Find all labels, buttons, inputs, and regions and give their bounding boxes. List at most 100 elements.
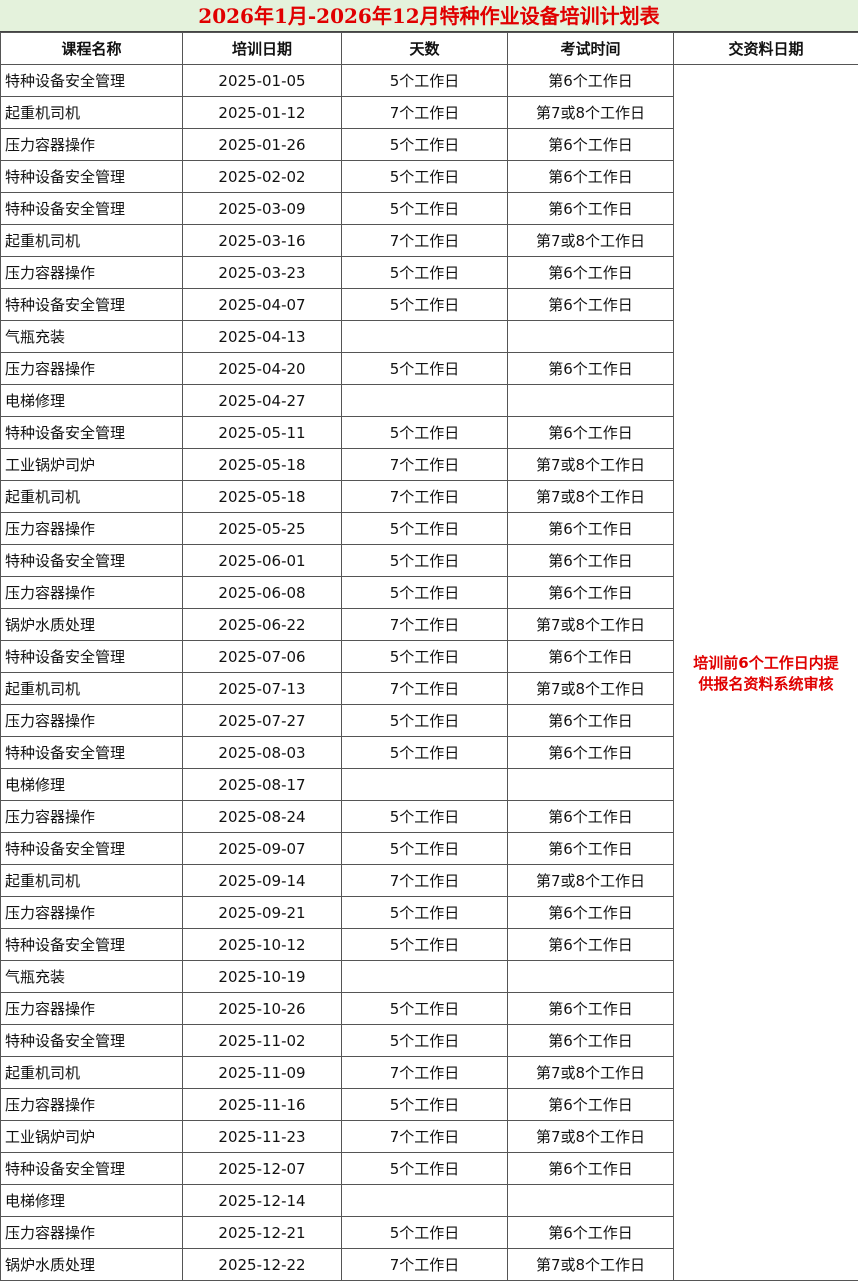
table-cell: 压力容器操作 — [0, 512, 183, 545]
header-row: 课程名称 培训日期 天数 考试时间 交资料日期 — [0, 32, 858, 65]
table-row: 气瓶充装 2025-10-19 — [0, 960, 858, 993]
table-row: 起重机司机 2025-01-12 7个工作日 第7或8个工作日 — [0, 96, 858, 129]
table-cell: 5个工作日 — [341, 928, 508, 961]
table-cell: 7个工作日 — [341, 672, 508, 705]
table-cell: 第7或8个工作日 — [507, 224, 674, 257]
table-row: 锅炉水质处理 2025-12-22 7个工作日 第7或8个工作日 — [0, 1248, 858, 1281]
table-cell: 7个工作日 — [341, 448, 508, 481]
table-row: 压力容器操作 2025-06-08 5个工作日 第6个工作日 — [0, 576, 858, 609]
table-cell: 特种设备安全管理 — [0, 832, 183, 865]
table-cell: 5个工作日 — [341, 896, 508, 929]
table-cell: 第7或8个工作日 — [507, 448, 674, 481]
table-cell: 2025-03-23 — [182, 256, 342, 289]
table-row: 起重机司机 2025-07-13 7个工作日 第7或8个工作日 — [0, 672, 858, 705]
table-cell: 工业锅炉司炉 — [0, 1120, 183, 1153]
table-cell: 5个工作日 — [341, 1088, 508, 1121]
table-row: 特种设备安全管理 2025-12-07 5个工作日 第6个工作日 — [0, 1152, 858, 1185]
table-cell: 2025-08-17 — [182, 768, 342, 801]
table-cell: 特种设备安全管理 — [0, 1024, 183, 1057]
table-cell: 特种设备安全管理 — [0, 288, 183, 321]
table-cell: 2025-06-08 — [182, 576, 342, 609]
table-cell: 第6个工作日 — [507, 1088, 674, 1121]
table-cell: 2025-06-01 — [182, 544, 342, 577]
table-cell: 特种设备安全管理 — [0, 544, 183, 577]
table-cell: 2025-05-25 — [182, 512, 342, 545]
table-cell: 5个工作日 — [341, 128, 508, 161]
table-cell: 2025-11-09 — [182, 1056, 342, 1089]
table-cell: 5个工作日 — [341, 352, 508, 385]
table-row: 电梯修理 2025-12-14 — [0, 1184, 858, 1217]
table-cell: 第6个工作日 — [507, 928, 674, 961]
table-cell: 压力容器操作 — [0, 1216, 183, 1249]
table-cell: 2025-10-19 — [182, 960, 342, 993]
sheet-title: 2026年1月-2026年12月特种作业设备培训计划表 — [0, 0, 858, 32]
table-cell: 5个工作日 — [341, 1216, 508, 1249]
table-row: 起重机司机 2025-03-16 7个工作日 第7或8个工作日 — [0, 224, 858, 257]
table-row: 特种设备安全管理 2025-05-11 5个工作日 第6个工作日 — [0, 416, 858, 449]
table-cell: 第6个工作日 — [507, 128, 674, 161]
table-cell: 2025-09-21 — [182, 896, 342, 929]
table-cell — [507, 768, 674, 801]
table-row: 特种设备安全管理 2025-01-05 5个工作日 第6个工作日 培训前6个工作日内提供… — [0, 64, 858, 1281]
note-cell: 培训前6个工作日内提供报名资料系统审核 — [673, 64, 858, 1281]
table-cell: 5个工作日 — [341, 1152, 508, 1185]
table-cell: 2025-01-05 — [182, 64, 342, 97]
table-row: 起重机司机 2025-11-09 7个工作日 第7或8个工作日 — [0, 1056, 858, 1089]
table-cell: 2025-11-16 — [182, 1088, 342, 1121]
table-cell — [341, 320, 508, 353]
table-cell: 5个工作日 — [341, 800, 508, 833]
table-cell: 7个工作日 — [341, 608, 508, 641]
table-cell: 2025-03-09 — [182, 192, 342, 225]
table-cell: 电梯修理 — [0, 1184, 183, 1217]
table-cell: 第6个工作日 — [507, 1216, 674, 1249]
table-row: 压力容器操作 2025-08-24 5个工作日 第6个工作日 — [0, 800, 858, 833]
table-cell — [341, 384, 508, 417]
table-cell: 第6个工作日 — [507, 736, 674, 769]
table-cell: 特种设备安全管理 — [0, 928, 183, 961]
column-header: 天数 — [341, 32, 508, 65]
table-cell: 第6个工作日 — [507, 544, 674, 577]
table-cell: 5个工作日 — [341, 512, 508, 545]
schedule-table: 课程名称 培训日期 天数 考试时间 交资料日期 特种设备安全管理 2025-01-05 5个… — [0, 32, 858, 1281]
table-cell: 工业锅炉司炉 — [0, 448, 183, 481]
table-cell: 5个工作日 — [341, 160, 508, 193]
column-header: 考试时间 — [507, 32, 674, 65]
table-row: 特种设备安全管理 2025-10-12 5个工作日 第6个工作日 — [0, 928, 858, 961]
table-row: 特种设备安全管理 2025-09-07 5个工作日 第6个工作日 — [0, 832, 858, 865]
table-cell: 2025-11-02 — [182, 1024, 342, 1057]
table-cell: 第6个工作日 — [507, 256, 674, 289]
table-cell: 5个工作日 — [341, 544, 508, 577]
table-cell: 起重机司机 — [0, 672, 183, 705]
table-cell: 特种设备安全管理 — [0, 192, 183, 225]
table-row: 特种设备安全管理 2025-06-01 5个工作日 第6个工作日 — [0, 544, 858, 577]
table-cell: 气瓶充装 — [0, 960, 183, 993]
table-cell: 2025-06-22 — [182, 608, 342, 641]
table-cell: 5个工作日 — [341, 832, 508, 865]
table-cell: 第6个工作日 — [507, 640, 674, 673]
table-cell: 2025-09-07 — [182, 832, 342, 865]
table-cell: 第6个工作日 — [507, 800, 674, 833]
table-cell: 第6个工作日 — [507, 832, 674, 865]
table-cell: 2025-05-11 — [182, 416, 342, 449]
table-cell: 第7或8个工作日 — [507, 480, 674, 513]
table-cell: 5个工作日 — [341, 416, 508, 449]
table-cell: 第6个工作日 — [507, 1152, 674, 1185]
table-cell: 压力容器操作 — [0, 992, 183, 1025]
table-cell: 起重机司机 — [0, 480, 183, 513]
table-row: 工业锅炉司炉 2025-05-18 7个工作日 第7或8个工作日 — [0, 448, 858, 481]
table-cell: 第6个工作日 — [507, 992, 674, 1025]
table-cell: 2025-04-07 — [182, 288, 342, 321]
table-cell: 压力容器操作 — [0, 352, 183, 385]
table-cell: 7个工作日 — [341, 224, 508, 257]
table-cell: 第6个工作日 — [507, 160, 674, 193]
table-cell: 2025-07-06 — [182, 640, 342, 673]
table-cell: 第7或8个工作日 — [507, 864, 674, 897]
table-cell: 7个工作日 — [341, 1056, 508, 1089]
table-cell: 压力容器操作 — [0, 128, 183, 161]
table-cell: 压力容器操作 — [0, 256, 183, 289]
table-cell: 2025-02-02 — [182, 160, 342, 193]
table-row: 压力容器操作 2025-12-21 5个工作日 第6个工作日 — [0, 1216, 858, 1249]
table-cell: 特种设备安全管理 — [0, 1152, 183, 1185]
table-cell: 2025-12-07 — [182, 1152, 342, 1185]
table-cell: 电梯修理 — [0, 384, 183, 417]
